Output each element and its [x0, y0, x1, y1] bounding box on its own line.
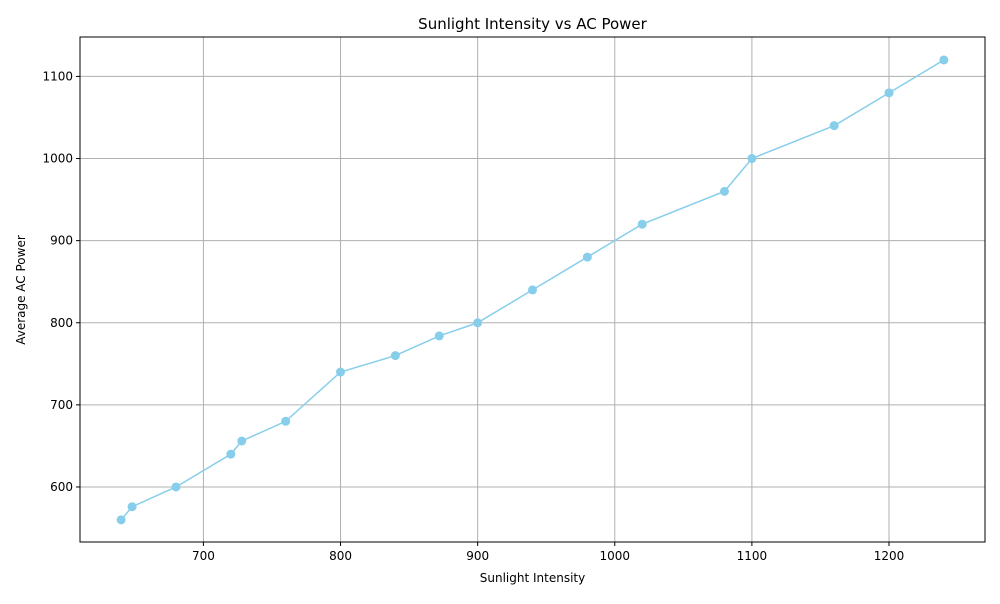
data-point: [939, 55, 949, 65]
data-point: [226, 449, 236, 459]
plot-frame: [79, 36, 986, 543]
x-tick-label: 1100: [737, 549, 768, 563]
x-tick-label: 800: [329, 549, 352, 563]
data-point: [829, 121, 839, 131]
data-point: [116, 515, 126, 525]
data-point: [528, 285, 537, 295]
y-axis-ticks: 600 700 800 900 1000 1100: [42, 69, 80, 494]
y-tick-label: 600: [50, 480, 73, 494]
data-point: [582, 252, 592, 262]
grid: [80, 37, 985, 542]
x-tick-label: 900: [466, 549, 489, 563]
x-tick-label: 700: [192, 549, 215, 563]
series-layer: [116, 55, 949, 525]
x-axis-ticks: 700 800 900 1000 1100 1200: [192, 542, 904, 563]
series-line: [120, 59, 945, 521]
data-point: [171, 482, 181, 492]
data-point: [747, 154, 757, 164]
data-point: [884, 88, 894, 98]
y-tick-label: 800: [50, 316, 73, 330]
x-axis-label: Sunlight Intensity: [480, 571, 585, 585]
data-point: [336, 367, 346, 377]
data-point: [281, 416, 291, 426]
data-point: [719, 186, 729, 196]
y-tick-label: 700: [50, 398, 73, 412]
data-point: [434, 331, 444, 341]
y-tick-label: 1100: [42, 69, 73, 83]
data-point: [637, 219, 647, 229]
x-tick-label: 1000: [599, 549, 630, 563]
data-point: [237, 436, 247, 446]
x-tick-label: 1200: [874, 549, 905, 563]
y-tick-label: 900: [50, 234, 73, 248]
data-point: [473, 318, 483, 328]
y-tick-label: 1000: [42, 152, 73, 166]
y-axis-label: Average AC Power: [14, 235, 28, 345]
data-point: [127, 502, 137, 512]
data-point: [390, 351, 400, 361]
chart-title: Sunlight Intensity vs AC Power: [418, 15, 647, 33]
